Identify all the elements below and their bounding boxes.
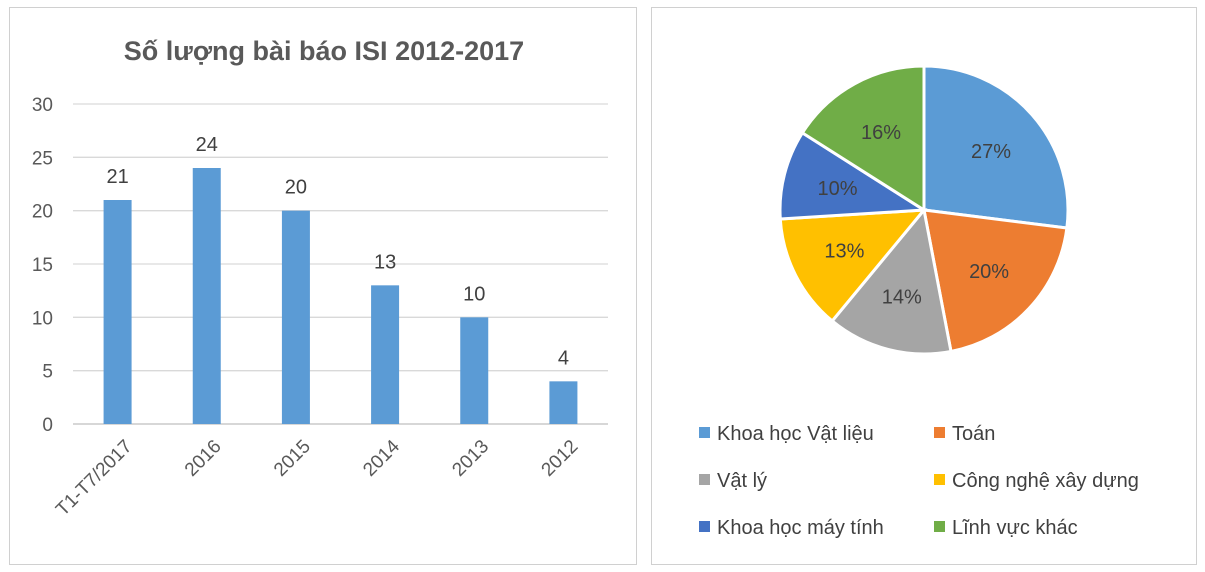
y-tick-label: 20: [32, 202, 53, 223]
y-tick-label: 0: [42, 415, 53, 436]
legend-label: Khoa học Vật liệu: [717, 423, 874, 445]
pie-slice: [830, 206, 953, 356]
x-tick-label: 2015: [270, 436, 315, 481]
y-tick-label: 5: [42, 362, 53, 383]
pie-chart: 27% 20% 14% 13% 10% 16% Khoa học Vật liệu Toán…: [699, 64, 1139, 539]
x-tick-label: T1-T7/2017: [52, 436, 136, 520]
pie-value-label: 14%: [882, 286, 922, 308]
legend: Khoa học Vật liệu Toán Vật lý Công nghệ xây…: [699, 423, 1139, 539]
legend-label: Vật lý: [717, 470, 767, 492]
bar: [371, 285, 400, 424]
legend-swatch: [934, 427, 945, 438]
data-label: 20: [285, 177, 307, 199]
legend-label: Công nghệ xây dựng: [952, 470, 1139, 492]
data-label: 4: [558, 347, 569, 369]
chart-title: Số lượng bài báo ISI 2012-2017: [124, 36, 524, 66]
data-label: 10: [463, 283, 485, 305]
gridlines: [73, 103, 608, 425]
legend-label: Lĩnh vực khác: [952, 517, 1078, 539]
x-tick-label: 2012: [538, 436, 583, 481]
pie-chart-panel: 27% 20% 14% 13% 10% 16% Khoa học Vật liệu Toán…: [651, 7, 1197, 565]
legend-swatch: [934, 521, 945, 532]
legend-swatch: [699, 521, 710, 532]
bar-chart: Số lượng bài báo ISI 2012-2017 051015202…: [32, 36, 608, 521]
pie-slice: [800, 64, 926, 213]
pie-value-label: 10%: [818, 178, 858, 200]
pie-value-label: 16%: [861, 122, 901, 144]
pie-labels: 27% 20% 14% 13% 10% 16%: [818, 122, 1012, 309]
y-tick-label: 10: [32, 308, 53, 329]
pie-slice: [778, 208, 928, 324]
pie-slice: [922, 208, 1069, 354]
legend-label: Toán: [952, 423, 995, 445]
y-tick-label: 30: [32, 95, 53, 116]
x-axis-ticks: T1-T7/2017 2016 2015 2014 2013 2012: [52, 436, 582, 521]
bars: [103, 168, 578, 424]
y-axis-ticks: 0 5 10 15 20 25 30: [32, 95, 53, 436]
bar: [192, 168, 221, 424]
data-label: 21: [106, 166, 128, 188]
data-labels: 21 24 20 13 10 4: [106, 134, 569, 369]
legend-swatch: [699, 474, 710, 485]
pie-slice: [922, 64, 1070, 230]
data-label: 13: [374, 251, 396, 273]
bar: [281, 210, 310, 424]
legend-swatch: [699, 427, 710, 438]
x-tick-label: 2013: [448, 436, 493, 481]
legend-swatch: [934, 474, 945, 485]
pie-value-label: 27%: [971, 141, 1011, 163]
pie-value-label: 20%: [969, 261, 1009, 283]
bar: [460, 317, 489, 424]
x-tick-label: 2014: [359, 436, 404, 481]
bar: [549, 381, 578, 424]
bar-chart-panel: Số lượng bài báo ISI 2012-2017 0 5 10 15 20 2…: [9, 7, 637, 565]
pie-slice: [778, 130, 929, 221]
data-label: 24: [196, 134, 218, 156]
pie-slices: [778, 64, 1070, 356]
y-tick-label: 15: [32, 255, 53, 276]
x-tick-label: 2016: [181, 436, 226, 481]
pie-value-label: 13%: [824, 241, 864, 263]
y-tick-label: 25: [32, 148, 53, 169]
legend-label: Khoa học máy tính: [717, 517, 884, 539]
bar: [103, 200, 132, 424]
